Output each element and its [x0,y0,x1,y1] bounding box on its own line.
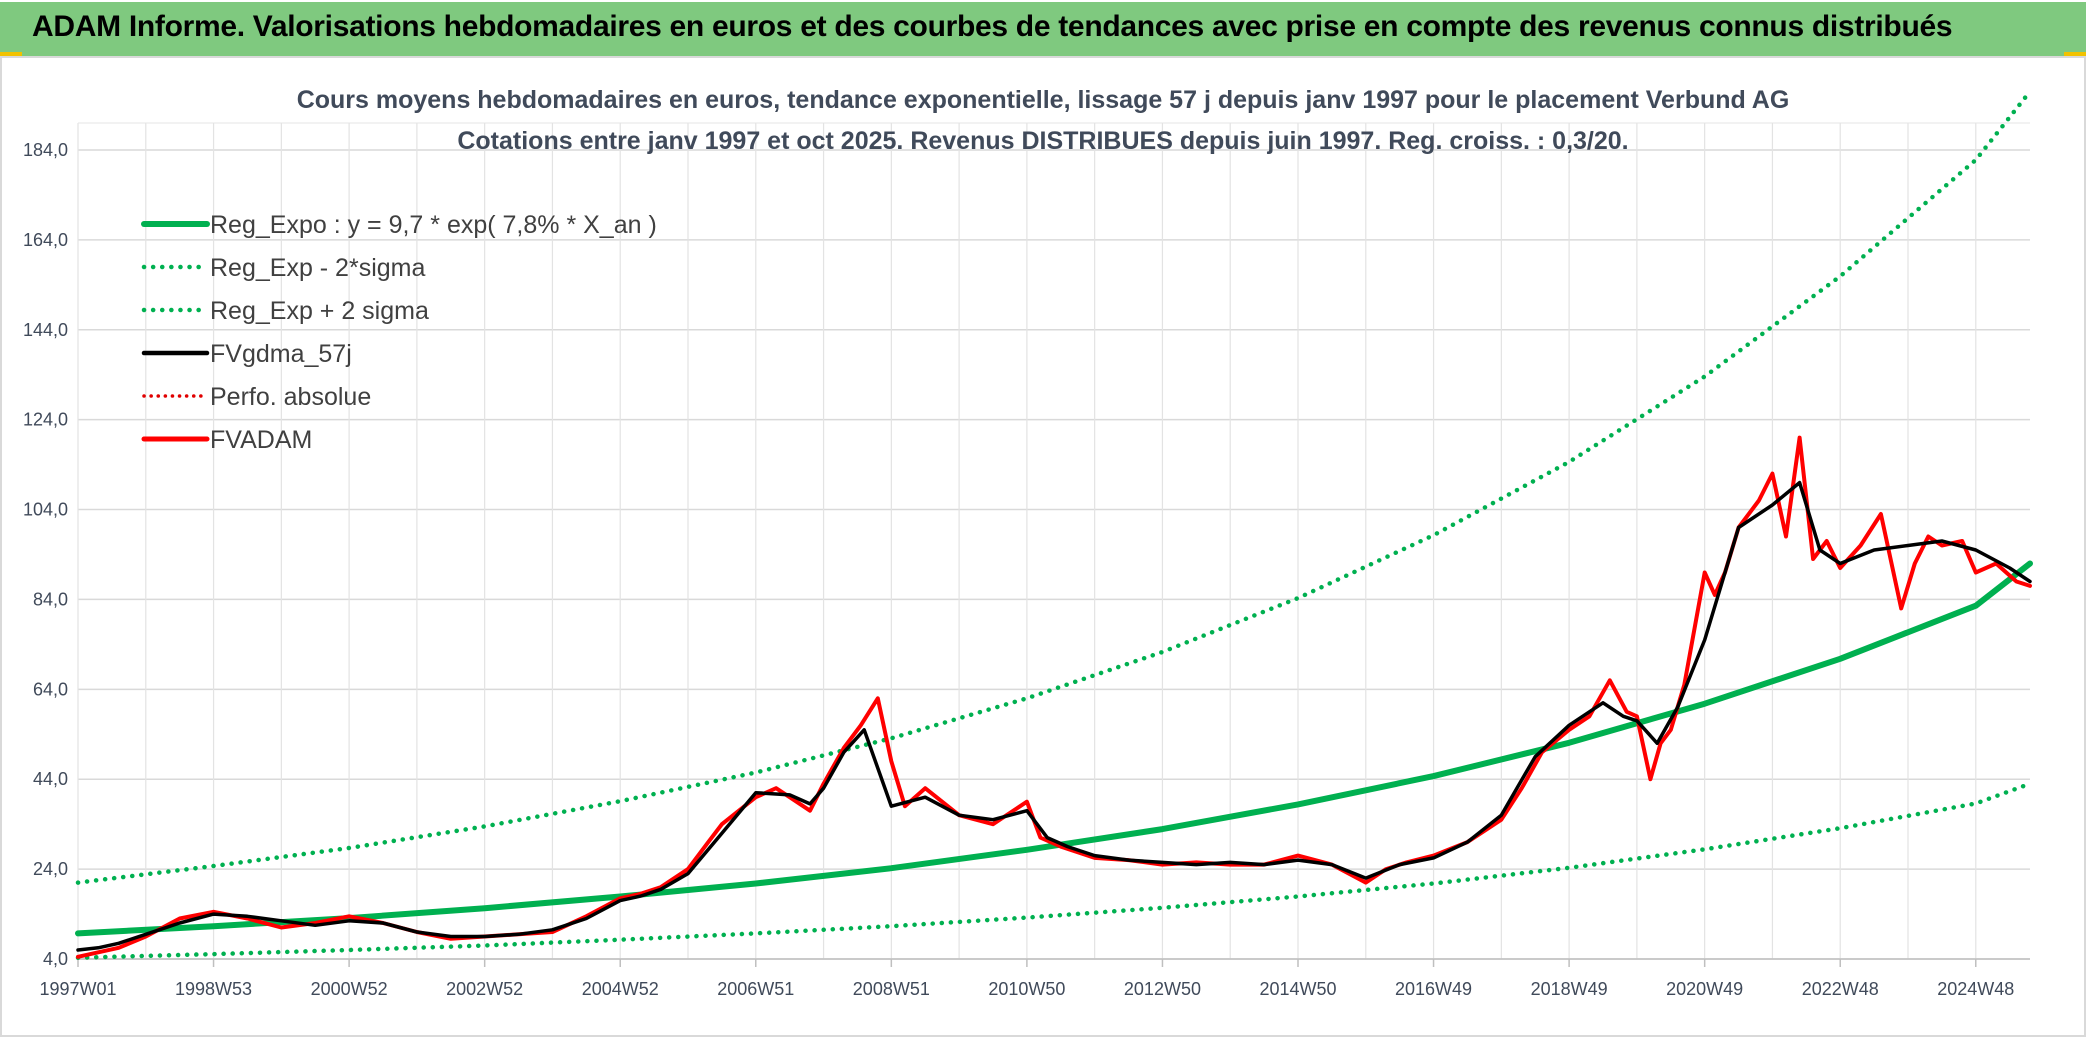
y-tick-label: 144,0 [23,320,68,340]
x-tick-label: 2008W51 [853,979,930,999]
x-tick-label: 1997W01 [39,979,116,999]
x-tick-label: 2002W52 [446,979,523,999]
report-header: ADAM Informe. Valorisations hebdomadaire… [0,0,2086,60]
x-tick-label: 2024W48 [1937,979,2014,999]
legend-label: FVgdma_57j [210,340,352,368]
legend-label: Reg_Expo : y = 9,7 * exp( 7,8% * X_an ) [210,211,657,239]
legend-label: Reg_Exp - 2*sigma [210,254,425,282]
chart-frame: Cours moyens hebdomadaires en euros, ten… [0,56,2086,1037]
x-tick-label: 2004W52 [582,979,659,999]
fvgdma-57j-line [76,480,2032,952]
y-tick-label: 124,0 [23,410,68,430]
x-tick-label: 2014W50 [1259,979,1336,999]
series-layer [75,89,2033,960]
y-tick-label: 164,0 [23,230,68,250]
legend-label: FVADAM [210,426,312,454]
x-tick-label: 2000W52 [311,979,388,999]
x-tick-label: 2012W50 [1124,979,1201,999]
y-tick-label: 4,0 [43,949,68,969]
y-axis-ticks: 4,0 24,0 44,0 64,0 84,0 104,0 124,0 144,0 164,0 1… [23,140,68,969]
reg-minus-2sigma-line [75,781,2033,960]
grid [77,122,2030,960]
x-tick-label: 2020W49 [1666,979,1743,999]
x-axis-ticks: 1997W01 1998W53 2000W52 2002W52 2004W52 2006W… [39,959,2014,999]
x-tick-label: 2018W49 [1531,979,1608,999]
reg-expo-line [75,560,2033,937]
x-tick-label: 1998W53 [175,979,252,999]
fvadam-line [76,435,2032,959]
y-tick-label: 184,0 [23,140,68,160]
legend: Reg_Expo : y = 9,7 * exp( 7,8% * X_an ) R… [141,211,657,454]
legend-label: Perfo. absolue [210,383,371,411]
legend-label: Reg_Exp + 2 sigma [210,297,429,325]
chart-title: Cours moyens hebdomadaires en euros, ten… [297,86,1790,114]
x-tick-label: 2016W49 [1395,979,1472,999]
y-tick-label: 44,0 [33,769,68,789]
y-tick-label: 24,0 [33,859,68,879]
y-tick-label: 104,0 [23,500,68,520]
y-tick-label: 84,0 [33,589,68,609]
x-tick-label: 2010W50 [988,979,1065,999]
x-tick-label: 2006W51 [717,979,794,999]
report-title: ADAM Informe. Valorisations hebdomadaire… [32,10,1953,43]
line-chart: Cours moyens hebdomadaires en euros, ten… [23,86,2033,999]
chart-subtitle: Cotations entre janv 1997 et oct 2025. R… [457,127,1628,155]
y-tick-label: 64,0 [33,679,68,699]
x-tick-label: 2022W48 [1802,979,1879,999]
